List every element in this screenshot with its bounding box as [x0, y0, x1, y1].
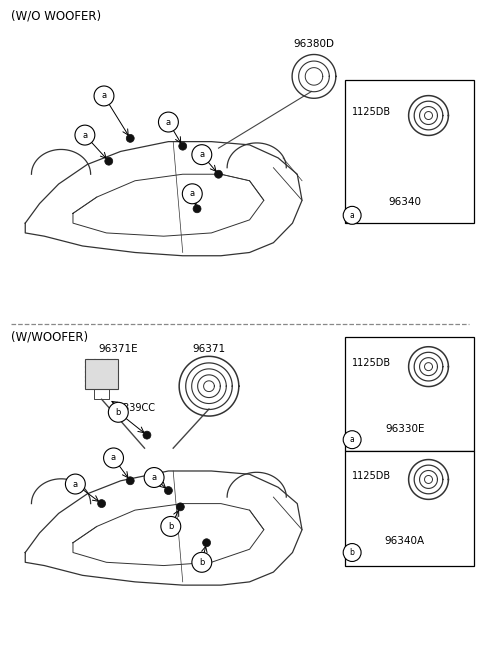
Text: b: b — [350, 548, 355, 557]
Circle shape — [126, 477, 134, 485]
Circle shape — [192, 145, 212, 164]
Circle shape — [108, 402, 128, 422]
Text: 96371E: 96371E — [98, 344, 138, 354]
Text: 96371: 96371 — [192, 344, 226, 354]
Circle shape — [161, 517, 181, 536]
Text: (W/WOOFER): (W/WOOFER) — [11, 330, 88, 343]
Circle shape — [182, 184, 202, 204]
Bar — [345, 451, 474, 565]
Text: a: a — [152, 473, 156, 482]
Circle shape — [203, 539, 211, 547]
Text: b: b — [116, 408, 121, 417]
Circle shape — [94, 86, 114, 106]
Text: a: a — [73, 479, 78, 489]
Circle shape — [343, 431, 361, 449]
Text: 1125DB: 1125DB — [352, 107, 391, 117]
Circle shape — [144, 468, 164, 487]
Text: a: a — [101, 92, 107, 100]
Text: a: a — [199, 150, 204, 159]
Text: a: a — [350, 435, 355, 444]
Text: b: b — [168, 522, 173, 531]
Text: 1125DB: 1125DB — [352, 358, 391, 368]
Circle shape — [192, 552, 212, 572]
Circle shape — [215, 170, 223, 178]
Text: a: a — [190, 189, 195, 198]
Bar — [345, 337, 474, 451]
Text: 96340: 96340 — [388, 197, 421, 207]
Circle shape — [126, 134, 134, 142]
Circle shape — [158, 112, 179, 132]
Text: a: a — [83, 130, 87, 140]
Text: a: a — [166, 117, 171, 126]
Circle shape — [193, 205, 201, 213]
Text: a: a — [350, 211, 355, 220]
Circle shape — [75, 125, 95, 145]
Text: b: b — [199, 558, 204, 567]
Bar — [345, 80, 474, 223]
Circle shape — [143, 431, 151, 439]
Text: 1125DB: 1125DB — [352, 471, 391, 481]
Circle shape — [97, 500, 106, 508]
Circle shape — [105, 157, 113, 165]
Circle shape — [343, 544, 361, 561]
Text: 96380D: 96380D — [293, 39, 335, 48]
Circle shape — [165, 487, 172, 495]
Circle shape — [104, 448, 123, 468]
Circle shape — [179, 142, 187, 150]
Text: 96340A: 96340A — [384, 536, 425, 546]
Bar — [85, 359, 118, 390]
Text: a: a — [111, 453, 116, 462]
Text: (W/O WOOFER): (W/O WOOFER) — [11, 9, 101, 22]
Circle shape — [176, 503, 184, 511]
Circle shape — [343, 206, 361, 224]
Text: 96330E: 96330E — [385, 424, 424, 434]
Circle shape — [65, 474, 85, 494]
Text: 1339CC: 1339CC — [119, 403, 156, 413]
